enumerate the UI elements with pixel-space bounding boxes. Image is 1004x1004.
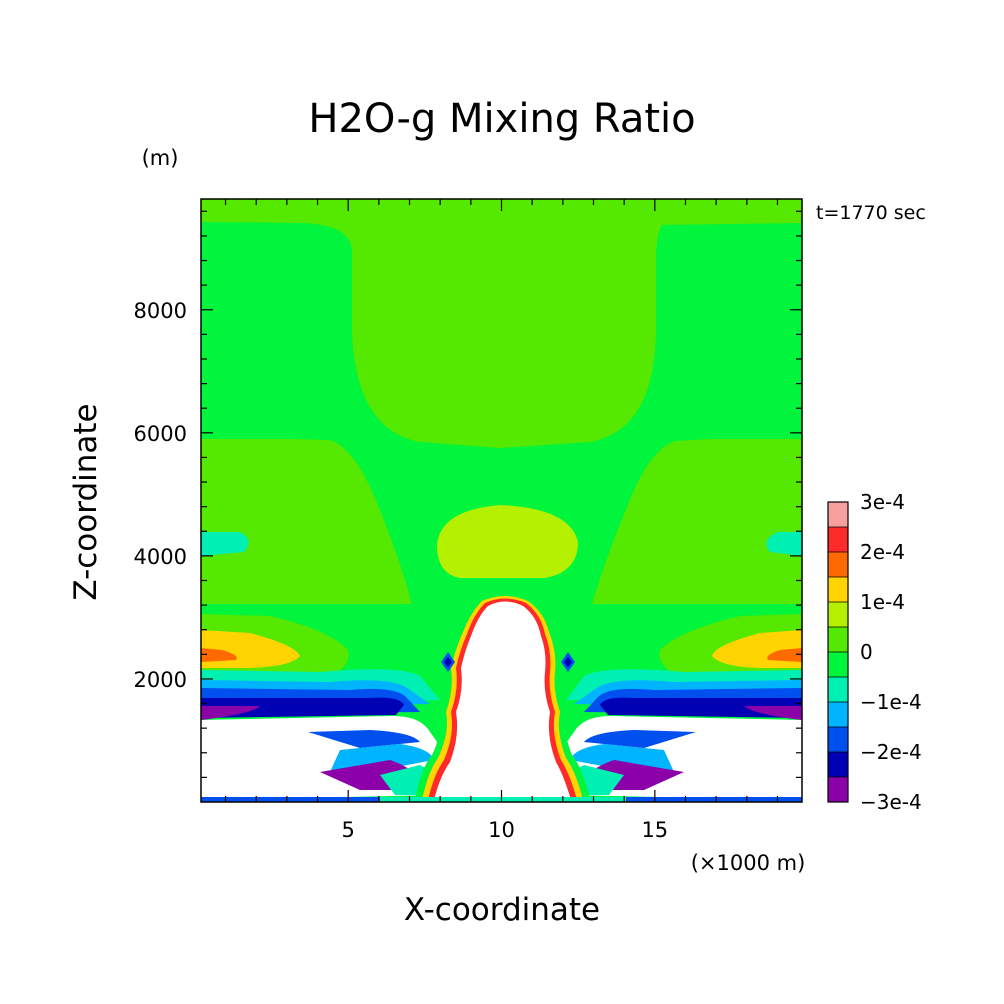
colorbar-label: −3e-4	[860, 790, 922, 814]
colorbar-swatch	[828, 502, 848, 528]
axis-tick-labels: 5 10 15 2000 4000 6000 8000	[134, 299, 669, 842]
contour-fill-surface-light	[380, 797, 626, 802]
colorbar-swatch	[828, 752, 848, 778]
colorbar-swatch	[828, 552, 848, 578]
contour-fill-right-dry-purple	[744, 706, 802, 720]
contour-fill-upper-green	[201, 199, 802, 448]
contour-fill-right-moist-orange	[767, 648, 802, 662]
axis-ticks	[201, 199, 802, 802]
contour-fill-left-dry-purple	[201, 706, 260, 720]
contour-fill-left-moist-orange	[201, 648, 237, 662]
colorbar-swatch	[828, 527, 848, 553]
y-tick-label: 2000	[134, 668, 187, 692]
colorbar-swatch	[828, 727, 848, 753]
contour-fill-left-diamond-inner	[444, 657, 452, 667]
contour-fill-right-cyan	[766, 532, 802, 556]
y-axis-unit: (m)	[142, 146, 179, 170]
y-tick-label: 6000	[134, 422, 187, 446]
plot-area	[200, 198, 803, 803]
contour-fill-left-tongue-1	[308, 730, 420, 748]
colorbar-label: −1e-4	[860, 690, 922, 714]
colorbar-label: −2e-4	[860, 740, 922, 764]
colorbar-swatch	[828, 652, 848, 678]
colorbar-swatch	[828, 777, 848, 803]
x-axis-label: X-coordinate	[404, 892, 600, 928]
x-tick-label: 15	[641, 818, 668, 842]
contour-fill-right-tongue-1	[584, 730, 696, 748]
contour-fill-left-dry-navy	[201, 697, 404, 718]
contour-fill-central-blob	[437, 505, 578, 578]
contour-fill-left-cyan	[201, 532, 249, 556]
y-tick-label: 4000	[134, 545, 187, 569]
contour-fill-right-green	[592, 439, 802, 604]
colorbar: 3e-4 2e-4 1e-4 0 −1e-4 −2e-4 −3e-4	[827, 490, 922, 814]
colorbar-label: 2e-4	[860, 540, 905, 564]
contour-fill-right-diamond-inner	[564, 657, 572, 667]
colorbar-label: 0	[860, 640, 873, 664]
colorbar-swatch	[828, 602, 848, 628]
colorbar-swatch	[828, 702, 848, 728]
y-tick-label: 8000	[134, 299, 187, 323]
contour-fill-right-dry-navy	[600, 697, 802, 718]
colorbar-label: 1e-4	[860, 590, 905, 614]
x-tick-label: 10	[488, 818, 515, 842]
contour-fill-left-tongue-2	[330, 744, 434, 772]
chart-title: H2O-g Mixing Ratio	[308, 96, 695, 142]
colorbar-label: 3e-4	[860, 490, 905, 514]
colorbar-swatch	[828, 577, 848, 603]
time-label: t=1770 sec	[816, 202, 926, 224]
colorbar-swatch	[828, 677, 848, 703]
contour-fill-plume-core	[434, 601, 571, 800]
x-axis-unit: (×1000 m)	[691, 851, 806, 875]
contour-fill-right-tongue-2	[570, 744, 674, 772]
contour-fill-left-green	[201, 439, 412, 604]
x-tick-label: 5	[341, 818, 354, 842]
y-axis-label: Z-coordinate	[68, 403, 104, 600]
colorbar-swatch	[828, 627, 848, 653]
